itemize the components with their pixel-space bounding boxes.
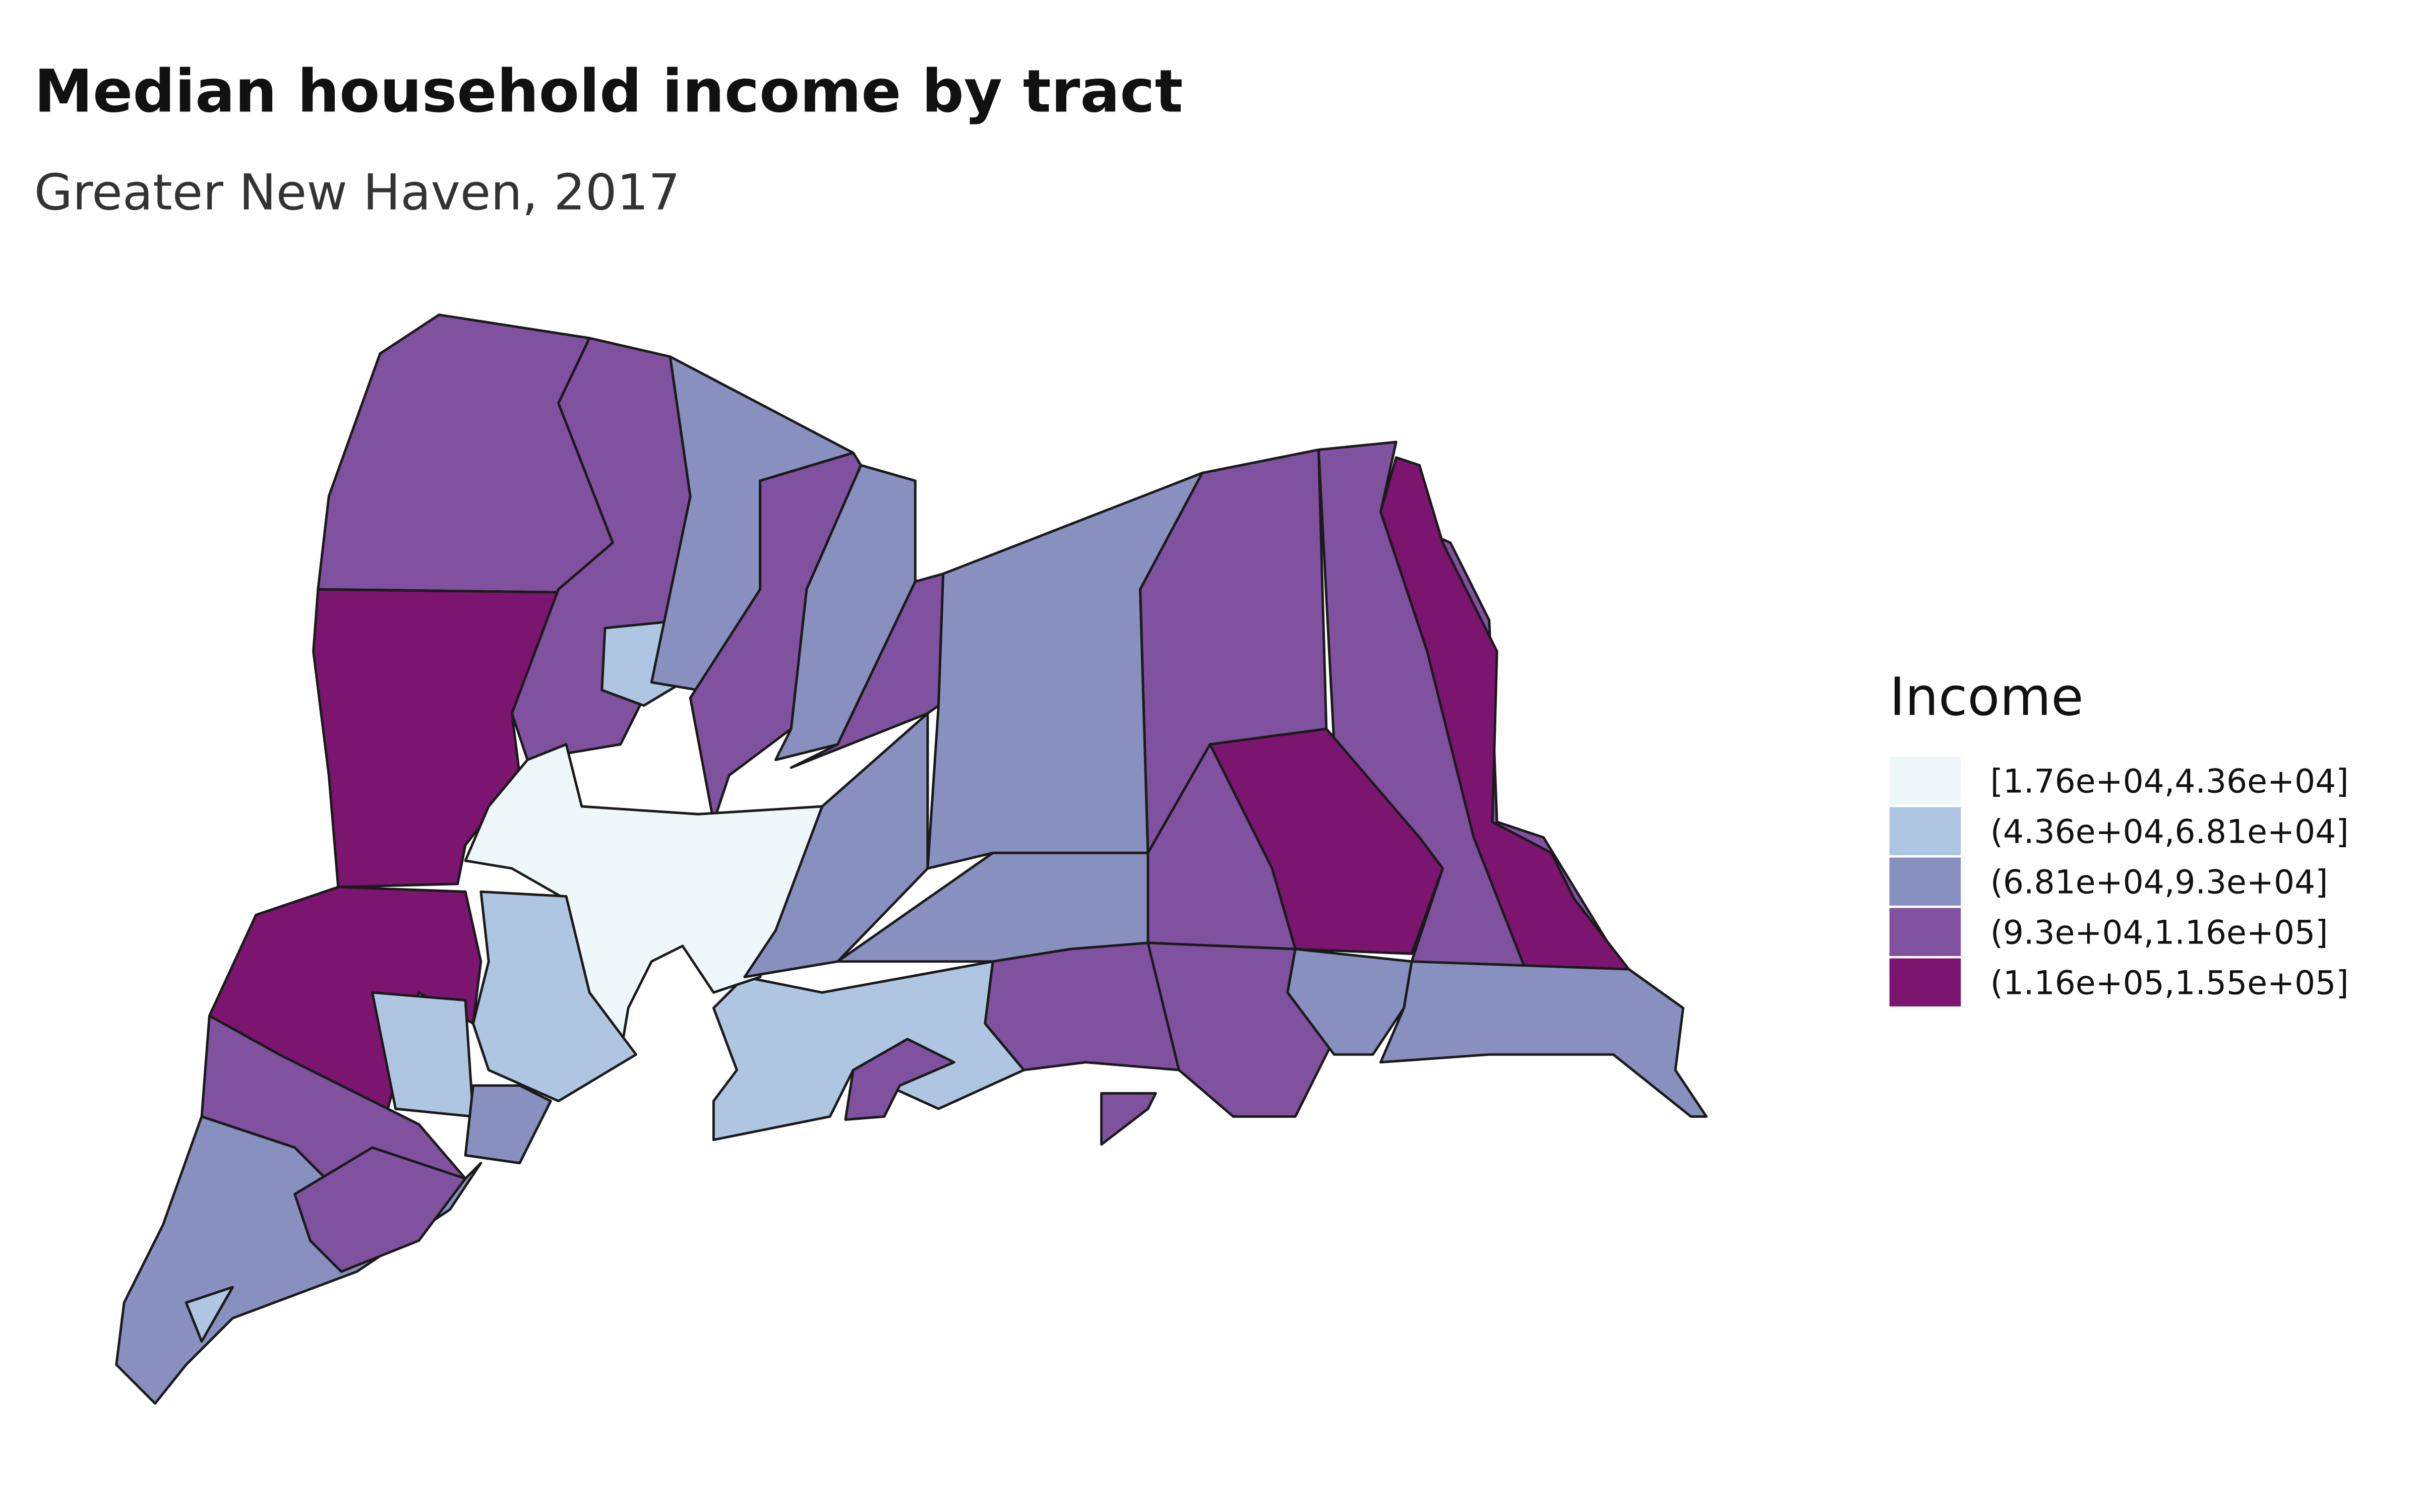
map [115,313,1708,1405]
legend-label: (4.36e+04,6.81e+04] [1990,813,2349,851]
tract-region [844,1038,955,1121]
tract-region [464,1084,552,1165]
legend: [1.76e+04,4.36e+04] (4.36e+04,6.81e+04] (6… [1889,757,2349,1006]
tract-region [774,464,917,762]
legend-label: (1.16e+05,1.55e+05] [1990,964,2349,1002]
tract-region [1100,1092,1157,1146]
legend-swatch [1889,958,1961,1006]
legend-label: (9.3e+04,1.16e+05] [1990,914,2328,952]
legend-swatch [1889,757,1961,805]
tract-region [743,712,929,978]
tract-region [1379,960,1708,1118]
title: Median household income by tract [34,57,1183,126]
tract-region [185,1286,234,1343]
tract-region [464,743,824,1056]
tract-region [1286,948,1413,1056]
legend-label: (6.81e+04,9.3e+04] [1990,863,2328,901]
tract-region [689,452,863,824]
legend-title: Income [1890,666,2084,727]
tract-region [293,1146,467,1273]
subtitle: Greater New Haven, 2017 [34,164,680,221]
tract-region [984,941,1180,1072]
legend-label: [1.76e+04,4.36e+04] [1990,763,2349,800]
legend-swatch [1889,908,1961,956]
tract-region [712,960,1025,1142]
legend-swatch [1889,807,1961,855]
tract-region [472,890,638,1103]
tract-region [1379,456,1630,989]
tract-region [317,313,614,594]
legend-swatch [1889,857,1961,906]
